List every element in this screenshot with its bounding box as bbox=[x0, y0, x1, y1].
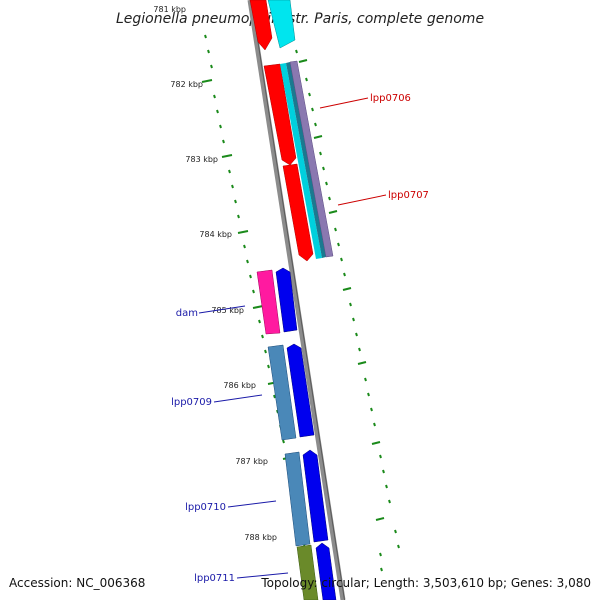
gene-lpp0709[interactable] bbox=[267, 344, 297, 441]
gene-purple-stripe[interactable] bbox=[289, 60, 334, 258]
outer-dotted-ring bbox=[291, 34, 400, 572]
gene-labels: lpp0706 lpp0707 dam lpp0709 lpp0710 lpp0… bbox=[171, 93, 429, 584]
tick-label: 788 kbp bbox=[244, 533, 277, 542]
gene-blue-2[interactable] bbox=[286, 343, 315, 438]
backbone bbox=[247, 0, 346, 600]
gene-label-lpp0706[interactable]: lpp0706 bbox=[370, 93, 411, 104]
tick-label: 783 kbp bbox=[185, 155, 218, 164]
gene-top-cyan[interactable] bbox=[267, 0, 296, 49]
gene-blue-1[interactable] bbox=[275, 267, 298, 333]
tick-label: 782 kbp bbox=[170, 80, 203, 89]
map-title: Legionella pneumophila str. Paris, compl… bbox=[116, 11, 484, 27]
gene-label-lpp0710[interactable]: lpp0710 bbox=[185, 502, 226, 513]
tick-label: 786 kbp bbox=[223, 381, 256, 390]
topology-text: Topology: circular; Length: 3,503,610 bp… bbox=[260, 576, 591, 590]
tick-label: 784 kbp bbox=[199, 230, 232, 239]
gene-teal-stripe[interactable] bbox=[286, 62, 326, 258]
accession-text: Accession: NC_006368 bbox=[9, 576, 145, 590]
gene-blue-3[interactable] bbox=[302, 449, 329, 543]
gene-top-red[interactable] bbox=[249, 0, 273, 51]
genes bbox=[249, 0, 337, 600]
tick-label: 787 kbp bbox=[235, 457, 268, 466]
gene-lpp0707[interactable] bbox=[282, 163, 314, 262]
gene-label-lpp0707[interactable]: lpp0707 bbox=[388, 190, 429, 201]
gene-dam[interactable] bbox=[256, 269, 281, 335]
tick-labels: 781 kbp 782 kbp 783 kbp 784 kbp 785 kbp … bbox=[153, 5, 277, 542]
gene-blue-4[interactable] bbox=[315, 542, 337, 600]
gene-cyan-stripe[interactable] bbox=[280, 63, 322, 259]
gene-label-lpp0709[interactable]: lpp0709 bbox=[171, 397, 212, 408]
gene-lpp0711[interactable] bbox=[296, 544, 319, 600]
tick-label: 781 kbp bbox=[153, 5, 186, 14]
tick-label: 785 kbp bbox=[211, 306, 244, 315]
gene-label-dam[interactable]: dam bbox=[176, 308, 198, 319]
gene-lpp0706[interactable] bbox=[263, 63, 297, 166]
gene-lpp0710[interactable] bbox=[284, 451, 311, 547]
gene-label-lpp0711[interactable]: lpp0711 bbox=[194, 573, 235, 584]
gene-label-lines bbox=[198, 97, 387, 579]
